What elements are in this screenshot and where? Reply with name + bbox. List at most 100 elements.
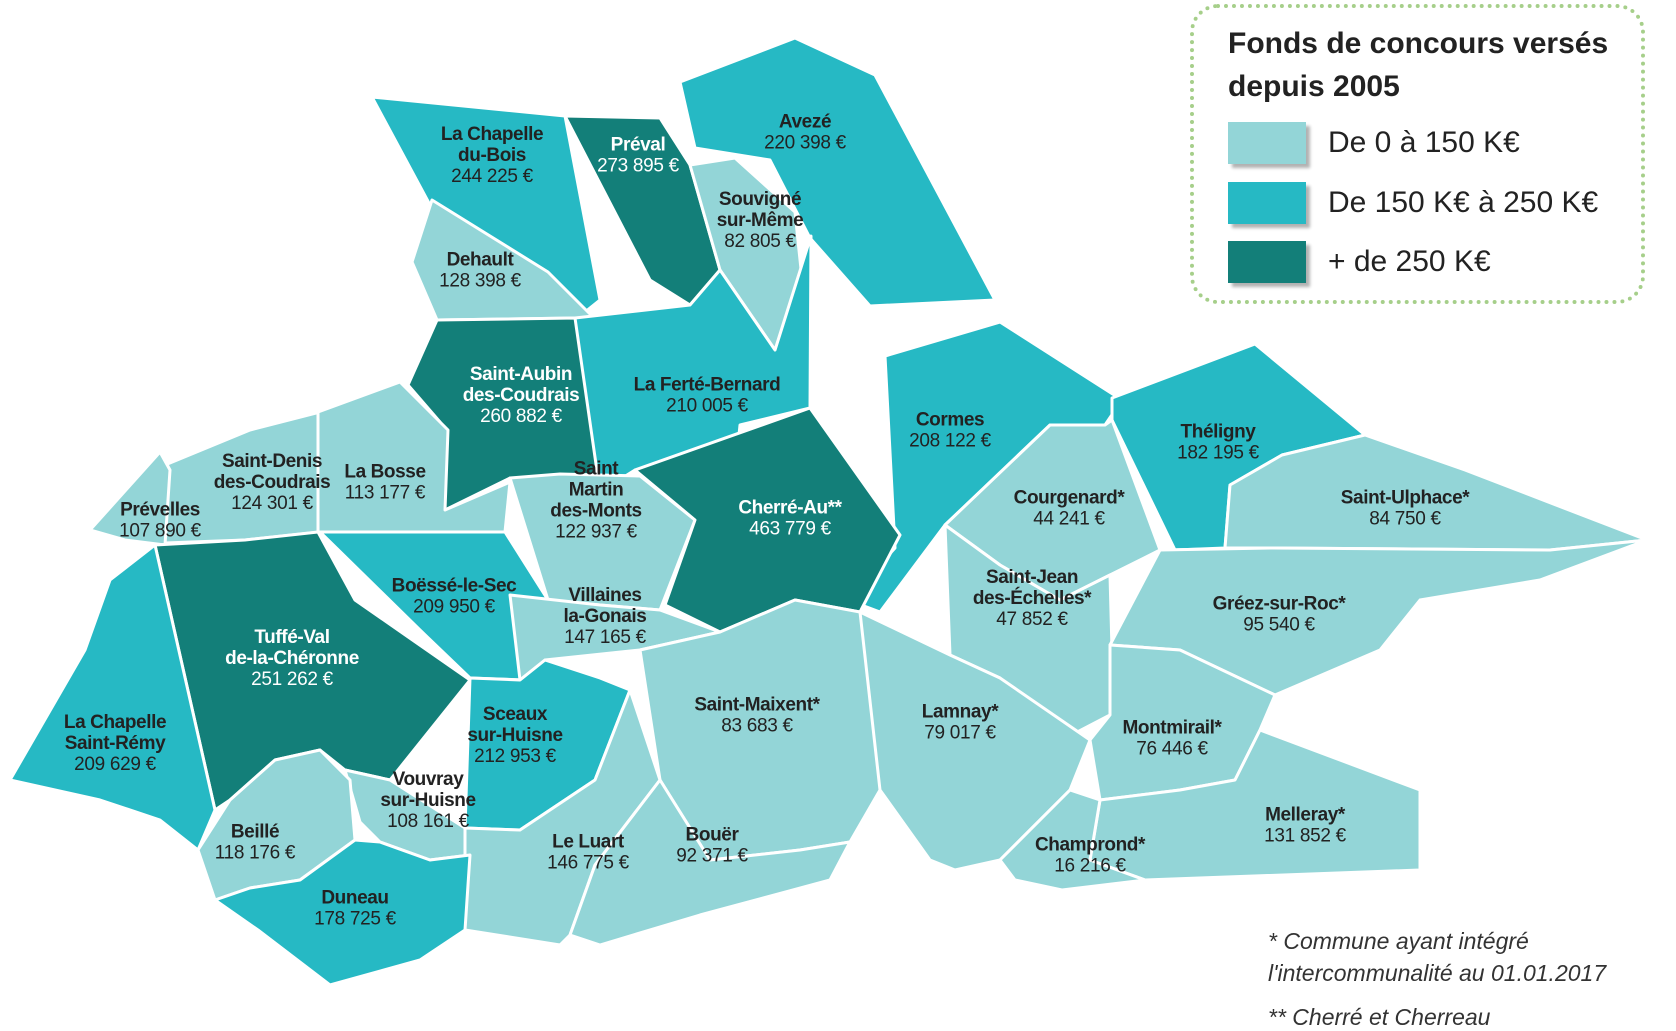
commune-value: 182 195 € [1177,443,1260,464]
commune-value: 128 398 € [439,271,522,292]
commune-value: 210 005 € [666,396,749,417]
commune-value: 178 725 € [314,909,397,930]
commune-name: Théligny [1181,422,1257,443]
commune-value: 244 225 € [451,166,534,187]
commune-value: 209 950 € [413,597,496,618]
commune-value: 79 017 € [924,723,996,744]
commune-label: Champrond*16 216 € [1035,835,1146,877]
commune-value: 147 165 € [564,627,647,648]
commune-label: Cherré-Au**463 779 € [738,498,843,540]
commune-value: 76 446 € [1136,739,1208,760]
commune-value: 107 890 € [119,521,202,542]
commune-label: Saint-Ulphace*84 750 € [1341,488,1471,530]
commune-name: Préval [611,135,666,156]
commune-name: Saint-Ulphace* [1341,488,1470,509]
commune-name: sur-Huisne [380,790,475,811]
legend-swatch-low [1228,122,1306,164]
commune-value: 209 629 € [74,754,157,775]
commune-name: Martin [569,480,624,501]
commune-value: 260 882 € [480,406,563,427]
commune-value: 84 750 € [1369,509,1441,530]
commune-name: sur-Même [717,210,804,231]
commune-name: Saint-Denis [222,451,322,472]
legend-label-high: + de 250 K€ [1328,245,1491,278]
commune-name: Dehault [447,250,515,271]
commune-name: Boëssé-le-Sec [392,576,518,597]
commune-name: Tuffé-Val [254,627,329,648]
commune-name: Le Luart [552,832,625,853]
commune-label: Melleray*131 852 € [1264,805,1347,847]
commune-value: 122 937 € [555,522,638,543]
commune-name: la-Gonais [564,606,647,627]
legend-label-low: De 0 à 150 K€ [1328,126,1520,159]
commune-name: Prévelles [120,500,200,521]
note-double-asterisk: ** Cherré et Cherreau [1268,1004,1491,1030]
commune-name: La Ferté-Bernard [634,375,781,396]
commune-name: Sceaux [483,704,548,725]
commune-name: Montmirail* [1122,718,1222,739]
commune-name: des-Coudrais [463,385,580,406]
commune-area [678,36,997,308]
commune-value: 47 852 € [996,609,1068,630]
commune-name: des-Échelles* [973,587,1092,609]
commune-name: La Chapelle [64,712,166,733]
commune-name: Melleray* [1265,805,1346,826]
commune-name: Saint [574,459,620,480]
legend-title-line1: Fonds de concours versés [1228,27,1609,60]
legend: Fonds de concours versés depuis 2005 De … [1190,4,1645,304]
commune-name: Beillé [231,822,279,843]
commune-name: Saint-Jean [986,567,1078,588]
commune-name: Saint-Aubin [470,364,572,385]
legend-title: Fonds de concours versés depuis 2005 [1228,22,1608,108]
commune-value: 273 895 € [597,156,680,177]
commune-value: 146 775 € [547,853,630,874]
commune-value: 131 852 € [1264,826,1347,847]
legend-label-mid: De 150 K€ à 250 K€ [1328,186,1599,219]
commune-name: du-Bois [458,145,526,166]
commune-value: 44 241 € [1033,509,1105,530]
commune-name: Vouvray [393,769,465,790]
commune-name: Souvigné [719,189,801,210]
commune-name: Cormes [916,410,984,431]
commune-name: Duneau [321,888,388,909]
commune-label: Montmirail*76 446 € [1122,718,1222,760]
commune-value: 113 177 € [345,483,426,504]
commune-value: 463 779 € [749,519,832,540]
note-date: l'intercommunalité au 01.01.2017 [1268,960,1607,986]
legend-title-line2: depuis 2005 [1228,70,1400,103]
commune-name: Gréez-sur-Roc* [1213,594,1347,615]
commune-name: Cherré-Au** [738,498,842,519]
commune-name: Saint-Rémy [65,733,166,754]
commune-area [8,543,217,852]
commune-area [998,788,1147,892]
commune-label: Gréez-sur-Roc*95 540 € [1213,594,1347,636]
commune-name: La Bosse [344,462,425,483]
legend-item-low: De 0 à 150 K€ [1228,121,1520,165]
legend-swatch-high [1228,241,1306,283]
commune-value: 220 398 € [764,133,847,154]
commune-value: 124 301 € [231,493,314,514]
legend-swatch-mid [1228,182,1306,224]
